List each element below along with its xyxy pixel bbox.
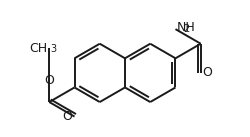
Text: CH: CH (30, 42, 48, 55)
Text: 2: 2 (183, 24, 190, 34)
Text: NH: NH (177, 21, 196, 34)
Text: O: O (44, 74, 54, 87)
Text: O: O (62, 110, 72, 123)
Text: 3: 3 (50, 44, 56, 54)
Text: O: O (202, 66, 212, 79)
